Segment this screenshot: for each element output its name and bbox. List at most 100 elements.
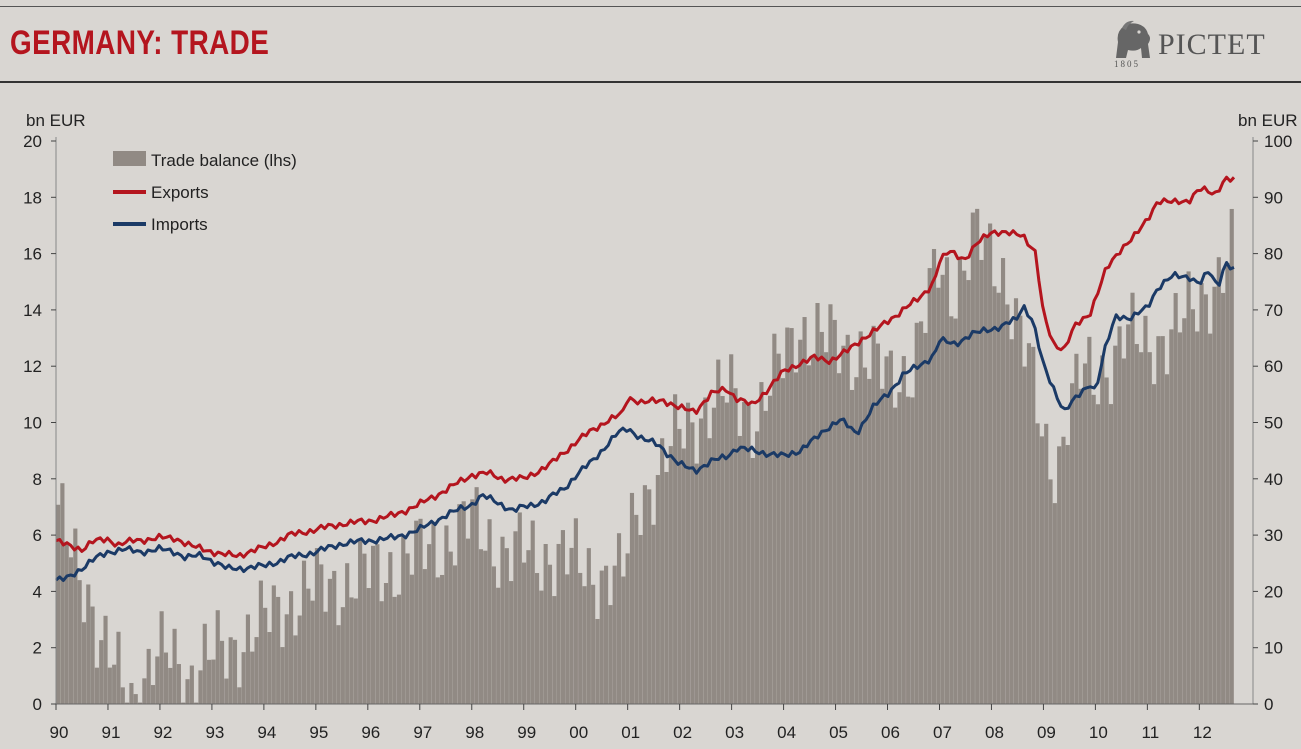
right-tick-label: 10 xyxy=(1264,639,1283,658)
trade-balance-bar xyxy=(228,637,233,704)
trade-balance-bar xyxy=(103,615,108,704)
trade-balance-bar xyxy=(245,614,250,704)
trade-balance-bar xyxy=(64,543,69,704)
trade-balance-bar xyxy=(405,553,410,704)
trade-balance-bar xyxy=(142,678,147,704)
trade-balance-bar xyxy=(319,564,324,704)
top-rule xyxy=(0,6,1301,7)
trade-balance-bar xyxy=(685,402,691,704)
trade-balance-bar xyxy=(353,598,358,704)
trade-balance-bar xyxy=(776,353,781,704)
trade-balance-bar xyxy=(1057,446,1062,704)
trade-balance-bar xyxy=(919,321,924,704)
trade-balance-bar xyxy=(539,590,544,704)
trade-balance-bar xyxy=(267,632,272,704)
trade-balance-bar xyxy=(1095,404,1101,704)
trade-balance-bar xyxy=(202,623,207,704)
x-tick-label: 00 xyxy=(569,723,588,742)
trade-balance-bar xyxy=(172,628,177,704)
trade-balance-bar xyxy=(970,212,975,705)
trade-balance-bar xyxy=(698,418,704,704)
trade-balance-bar xyxy=(595,619,600,704)
trade-balance-bar xyxy=(241,652,246,704)
left-tick-label: 4 xyxy=(33,582,42,601)
trade-balance-bar xyxy=(552,596,557,704)
trade-balance-bar xyxy=(634,514,639,704)
trade-balance-bar xyxy=(871,325,876,704)
trade-balance-bar xyxy=(418,518,423,704)
left-tick-label: 12 xyxy=(23,357,42,376)
trade-balance-bar xyxy=(396,594,402,704)
trade-balance-bar xyxy=(163,652,169,704)
trade-balance-bar xyxy=(254,637,259,704)
trade-balance-bar xyxy=(789,328,794,704)
trade-lines xyxy=(55,175,1236,582)
left-tick-label: 2 xyxy=(33,639,42,658)
trade-balance-bar xyxy=(1100,355,1105,704)
trade-balance-bar xyxy=(534,573,540,704)
trade-balance-bar xyxy=(379,601,384,704)
trade-balance-bar xyxy=(962,270,967,704)
trade-balance-bar xyxy=(1221,292,1226,704)
trade-balance-bar xyxy=(884,356,889,704)
trade-balance-bar xyxy=(1026,343,1032,704)
trade-balance-bar xyxy=(621,576,626,704)
trade-balance-bar xyxy=(435,577,440,704)
trade-balance-bar xyxy=(371,545,376,704)
trade-balance-bar xyxy=(793,372,799,704)
trade-balance-bar xyxy=(112,664,117,704)
trade-balance-bar xyxy=(474,487,479,704)
x-tick-label: 94 xyxy=(257,723,276,742)
x-tick-label: 93 xyxy=(205,723,224,742)
trade-balance-bar xyxy=(638,534,643,704)
trade-balance-bar xyxy=(1044,423,1049,704)
x-tick-label: 11 xyxy=(1142,723,1160,742)
trade-balance-bar xyxy=(543,544,548,704)
trade-balance-bar xyxy=(1052,503,1057,704)
logo-wordmark: PICTET xyxy=(1158,28,1266,61)
trade-balance-bar xyxy=(707,438,712,704)
trade-balance-bar xyxy=(1164,374,1170,704)
trade-balance-bar xyxy=(1208,333,1213,704)
trade-balance-bar xyxy=(1216,257,1221,704)
trade-balance-bar xyxy=(219,640,225,704)
trade-balance-bar xyxy=(720,396,725,704)
trade-balance-bar xyxy=(301,560,307,704)
trade-balance-bar xyxy=(189,665,194,704)
trade-balance-bar xyxy=(556,543,561,704)
trade-balance-bar xyxy=(120,687,125,704)
trade-balance-bar xyxy=(616,533,622,704)
trade-balance-bar xyxy=(642,485,647,704)
trade-balance-bar xyxy=(953,318,958,704)
trade-balance-bar xyxy=(664,471,669,704)
trade-balance-bar xyxy=(742,402,747,704)
trade-balance-bar xyxy=(772,333,777,704)
trade-balance-bar xyxy=(780,378,786,704)
x-tick-label: 92 xyxy=(153,723,172,742)
trade-balance-bar xyxy=(1147,352,1152,704)
trade-balance-bar xyxy=(910,397,915,704)
trade-balance-bar xyxy=(176,664,181,704)
x-tick-label: 96 xyxy=(361,723,380,742)
right-tick-label: 60 xyxy=(1264,357,1283,376)
legend-label: Exports xyxy=(151,183,209,202)
x-tick-label: 10 xyxy=(1089,723,1108,742)
x-tick-label: 12 xyxy=(1193,723,1212,742)
trade-balance-bar xyxy=(729,354,734,704)
trade-balance-bar xyxy=(560,530,565,704)
trade-balance-bar xyxy=(431,523,436,704)
trade-balance-bar xyxy=(845,334,850,704)
trade-balance-bar xyxy=(711,407,717,704)
trade-balance-bar xyxy=(1152,384,1157,704)
trade-balance-bar xyxy=(487,519,492,704)
trade-balance-bar xyxy=(724,402,729,704)
trade-balance-bar xyxy=(422,569,427,704)
trade-balance-bar xyxy=(681,448,686,704)
left-tick-label: 18 xyxy=(23,188,42,207)
trade-balance-bar xyxy=(647,489,652,704)
trade-balance-bar xyxy=(366,588,371,704)
trade-balance-bar xyxy=(608,605,613,704)
trade-balance-bar xyxy=(612,565,617,704)
trade-balance-bar xyxy=(340,607,345,704)
trade-balance-bar xyxy=(1009,339,1014,704)
